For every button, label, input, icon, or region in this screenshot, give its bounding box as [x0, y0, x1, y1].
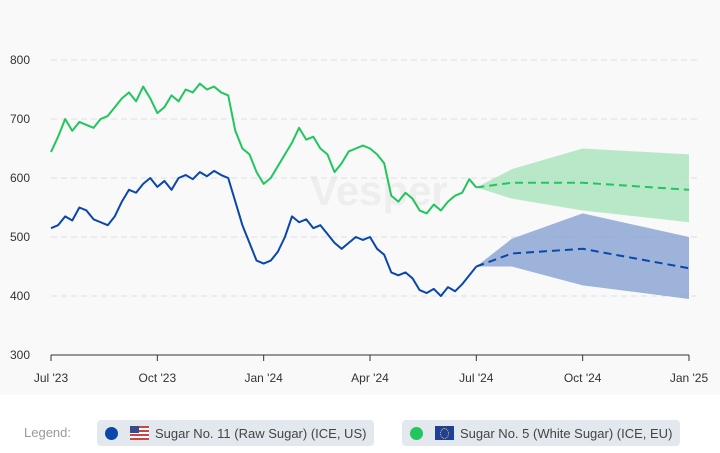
series-dot-icon — [410, 426, 423, 440]
forecast-line — [476, 181, 690, 191]
legend-item-white-sugar[interactable]: Sugar No. 5 (White Sugar) (ICE, EU) — [402, 420, 681, 446]
forecast-band — [476, 148, 689, 223]
eu-flag-icon — [435, 426, 454, 440]
legend-text: Sugar No. 5 (White Sugar) (ICE, EU) — [460, 425, 673, 441]
y-tick-label: 800 — [10, 53, 30, 67]
forecast-band — [476, 213, 689, 299]
legend-text: Sugar No. 11 (Raw Sugar) (ICE, US) — [155, 425, 367, 441]
y-tick-label: 500 — [10, 230, 30, 244]
legend-label: Legend: — [24, 425, 71, 440]
y-tick-label: 300 — [10, 348, 30, 362]
series-dot-icon — [105, 426, 118, 440]
y-tick-label: 700 — [10, 112, 30, 126]
y-tick-label: 400 — [10, 289, 30, 303]
x-tick-label: Jan '25 — [670, 371, 709, 385]
us-flag-icon — [130, 426, 149, 440]
watermark: Vesper — [310, 167, 448, 214]
legend-item-raw-sugar[interactable]: Sugar No. 11 (Raw Sugar) (ICE, US) — [97, 420, 375, 446]
x-tick-label: Oct '24 — [564, 371, 602, 385]
x-tick-label: Jan '24 — [245, 371, 284, 385]
legend: Legend: Sugar No. 11 (Raw Sugar) (ICE, U… — [0, 420, 720, 446]
forecast-line — [475, 247, 690, 270]
x-tick-label: Oct '23 — [139, 371, 177, 385]
x-tick-label: Jul '23 — [34, 371, 69, 385]
y-tick-label: 600 — [10, 171, 30, 185]
x-tick-label: Apr '24 — [351, 371, 389, 385]
series-line — [50, 169, 478, 297]
series-line — [50, 82, 478, 215]
line-chart: Vesper 300 400 500 600 700 800 Jul '23 Oct '23 J… — [10, 53, 709, 385]
x-tick-label: Jul '24 — [459, 371, 494, 385]
